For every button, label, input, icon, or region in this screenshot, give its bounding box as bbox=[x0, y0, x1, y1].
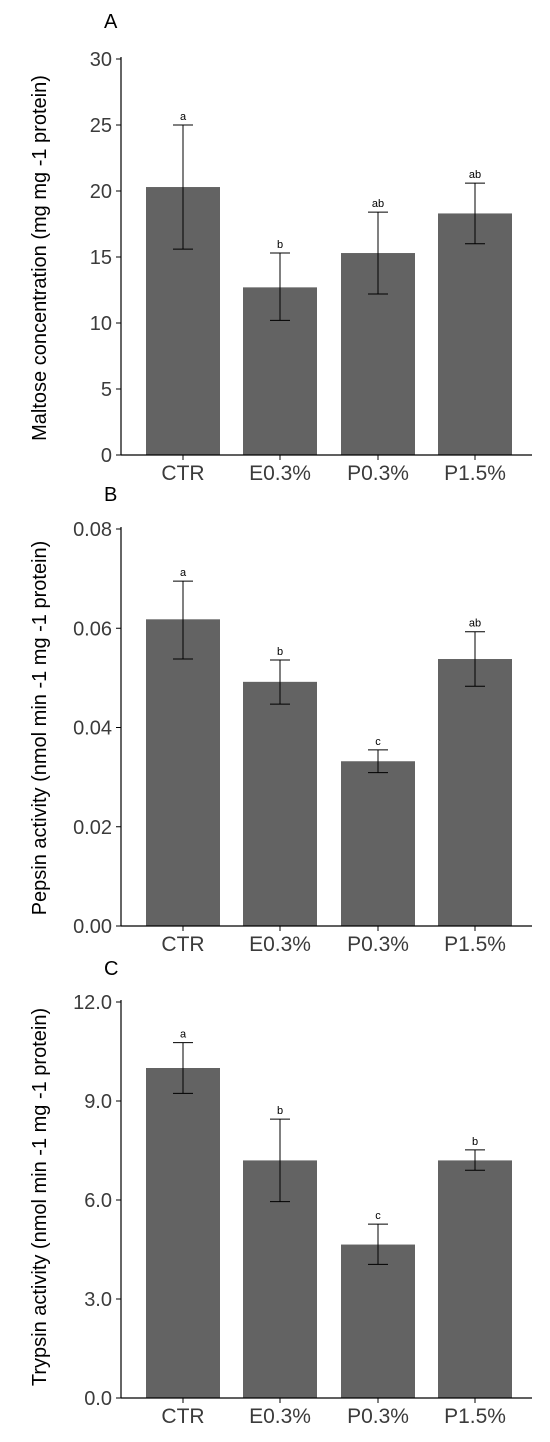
x-tick-label: CTR bbox=[161, 1405, 204, 1428]
panel-b: B Pepsin activity (nmol min -1 mg -1 pro… bbox=[29, 484, 532, 956]
plot-area-c: a b c b 0.0 3.0 6.0 9.0 12.0 CTR E0.3% P0.3% P1.5% bbox=[73, 992, 532, 1428]
y-tick-label: 15 bbox=[90, 247, 112, 269]
y-tick-label: 0.0 bbox=[84, 1388, 112, 1410]
x-tick-label: E0.3% bbox=[249, 1405, 311, 1428]
significance-label: c bbox=[375, 736, 381, 748]
y-tick-label: 0.02 bbox=[73, 817, 112, 839]
y-tick-label: 30 bbox=[90, 49, 112, 71]
y-tick-label: 12.0 bbox=[73, 992, 112, 1014]
error-bar bbox=[173, 1042, 193, 1094]
panel-a: A Maltose concentration (mg mg -1 protei… bbox=[29, 11, 532, 485]
x-tick-label: E0.3% bbox=[249, 462, 311, 485]
panel-label-a: A bbox=[104, 11, 118, 33]
error-bar bbox=[173, 580, 193, 660]
ylabel-b: Pepsin activity (nmol min -1 mg -1 prote… bbox=[29, 541, 51, 916]
x-tick-label: E0.3% bbox=[249, 933, 311, 956]
x-tick-label: P0.3% bbox=[347, 1405, 409, 1428]
error-bar bbox=[368, 749, 388, 774]
y-tick-label: 0.00 bbox=[73, 916, 112, 938]
y-tick-label: 0 bbox=[101, 445, 112, 467]
error-bar bbox=[465, 631, 485, 687]
y-tick-label: 3.0 bbox=[84, 1289, 112, 1311]
panel-c: C Trypsin activity (nmol min -1 mg -1 pr… bbox=[29, 958, 532, 1428]
y-tick-label: 0.06 bbox=[73, 618, 112, 640]
bar-e03 bbox=[243, 681, 317, 926]
y-tick-label: 10 bbox=[90, 313, 112, 335]
significance-label: b bbox=[277, 239, 283, 251]
error-bar bbox=[270, 659, 290, 705]
ylabel-a: Maltose concentration (mg mg -1 protein) bbox=[29, 75, 51, 441]
y-tick-label: 0.08 bbox=[73, 519, 112, 541]
x-tick-label: P0.3% bbox=[347, 462, 409, 485]
significance-label: a bbox=[180, 1029, 187, 1041]
error-bar bbox=[368, 211, 388, 295]
y-tick-label: 5 bbox=[101, 379, 112, 401]
bar-p15 bbox=[438, 1160, 512, 1398]
x-tick-label: CTR bbox=[161, 933, 204, 956]
bar-p15 bbox=[438, 659, 512, 926]
panel-label-b: B bbox=[104, 484, 117, 506]
x-tick-label: P1.5% bbox=[444, 462, 506, 485]
x-tick-label: P1.5% bbox=[444, 933, 506, 956]
ylabel-c: Trypsin activity (nmol min -1 mg -1 prot… bbox=[29, 1008, 51, 1386]
bar-ctr bbox=[146, 619, 220, 926]
panel-label-c: C bbox=[104, 958, 118, 980]
significance-label: c bbox=[375, 1210, 381, 1222]
significance-label: b bbox=[472, 1136, 478, 1148]
y-tick-label: 20 bbox=[90, 181, 112, 203]
significance-label: ab bbox=[469, 169, 481, 181]
significance-label: ab bbox=[372, 198, 384, 210]
bar-p03 bbox=[341, 761, 415, 926]
y-tick-label: 0.04 bbox=[73, 718, 112, 740]
error-bar bbox=[465, 182, 485, 245]
bar-p03 bbox=[341, 1244, 415, 1398]
error-bar bbox=[173, 124, 193, 250]
x-tick-label: P1.5% bbox=[444, 1405, 506, 1428]
significance-label: b bbox=[277, 1105, 283, 1117]
error-bar bbox=[270, 1118, 290, 1203]
error-bar bbox=[465, 1149, 485, 1171]
y-tick-label: 25 bbox=[90, 115, 112, 137]
y-tick-label: 6.0 bbox=[84, 1190, 112, 1212]
significance-label: a bbox=[180, 111, 187, 123]
bar-ctr bbox=[146, 1068, 220, 1398]
error-bar bbox=[368, 1223, 388, 1265]
significance-label: ab bbox=[469, 618, 481, 630]
x-tick-label: P0.3% bbox=[347, 933, 409, 956]
significance-label: a bbox=[180, 567, 187, 579]
error-bar bbox=[270, 252, 290, 321]
bar-p15 bbox=[438, 213, 512, 455]
y-tick-label: 9.0 bbox=[84, 1091, 112, 1113]
significance-label: b bbox=[277, 646, 283, 658]
x-tick-label: CTR bbox=[161, 462, 204, 485]
